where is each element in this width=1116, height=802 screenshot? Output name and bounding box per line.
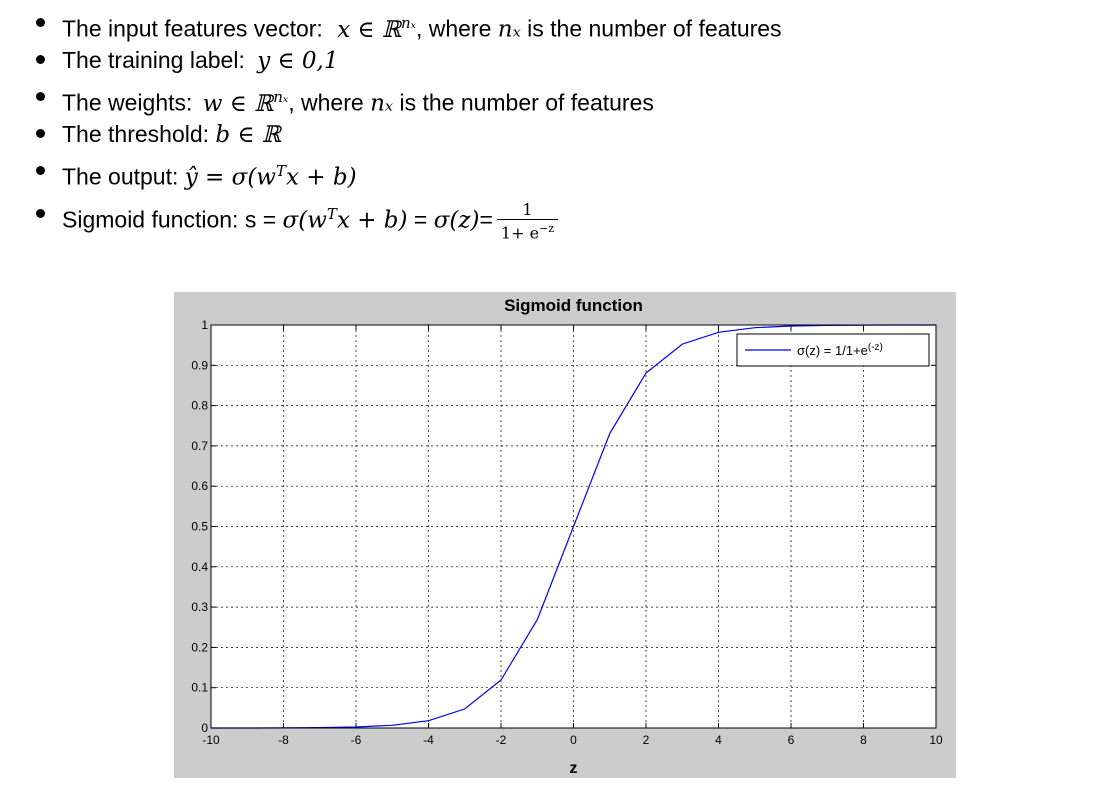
y-tick-label: 0.7 — [191, 439, 208, 453]
axes: -10 -8 -6 -4 -2 0 2 4 6 8 10 0 0.1 0.2 0.3 0.4 0.5 0.6 0.7… — [191, 318, 943, 747]
y-tick-label: 0.8 — [191, 399, 208, 413]
sigmoid-figure: -10 -8 -6 -4 -2 0 2 4 6 8 10 0 0.1 0.2 0.3 0.4 0.5 0.6 0.7… — [174, 292, 956, 778]
x-tick-label: 0 — [570, 733, 577, 747]
x-tick-label: -2 — [496, 733, 507, 747]
x-tick-label: -10 — [202, 733, 220, 747]
bullet-text: The weights: w ∈ ℝnₓ, where nₓ is the nu… — [62, 79, 654, 122]
series-line — [211, 324, 936, 729]
fraction-denominator: 1+ e−z — [497, 220, 558, 242]
series — [211, 324, 936, 729]
x-tick-label: -6 — [351, 733, 362, 747]
math-sup: nₓ — [400, 14, 416, 32]
bullet-rest: , where — [288, 89, 364, 116]
fraction: 1 1+ e−z — [496, 200, 559, 242]
bullet-dot — [36, 166, 45, 175]
bullet-label: The training label: — [62, 47, 245, 73]
y-tick-label: 0.6 — [191, 479, 208, 493]
math-expr-2: x + b) — [336, 207, 408, 234]
y-tick-label: 0 — [201, 721, 208, 735]
math-equals: = — [413, 206, 428, 233]
legend-entry-sup: (-z) — [868, 342, 883, 353]
legend-entry-label: σ(z) = 1/1+e — [797, 343, 868, 358]
y-tick-label: 0.9 — [191, 358, 208, 372]
denominator-sup: −z — [539, 221, 555, 235]
bullet-text: The input features vector: x ∈ ℝnₓ, wher… — [62, 5, 782, 48]
bullet-tail: is the number of features — [527, 15, 782, 42]
bullet-label: The input features vector: — [62, 15, 323, 42]
y-tick-label: 0.3 — [191, 600, 208, 614]
y-tick-label: 0.5 — [191, 520, 208, 534]
bullet-label: The weights: — [62, 89, 193, 116]
math-expr-3: σ(z) — [433, 207, 480, 234]
legend: σ(z) = 1/1+e(-z) — [736, 333, 930, 367]
bullet-dot — [36, 92, 45, 101]
x-tick-label: 8 — [860, 733, 867, 747]
x-tick-label: 10 — [929, 733, 943, 747]
bullet-text: Sigmoid function: s = σ(wTx + b) = σ(z)=… — [62, 196, 559, 242]
denominator-base: 1+ e — [500, 223, 540, 243]
bullet-rest: , where — [415, 15, 492, 42]
math-expr: x ∈ ℝ — [337, 16, 401, 43]
math-expr: y ∈ 0,1 — [257, 48, 339, 74]
y-tick-label: 1 — [201, 318, 208, 332]
bullet-text: The output: ŷ = σ(wTx + b) — [62, 153, 357, 196]
math-expr-2: x + b) — [286, 164, 357, 191]
math-sup: nₓ — [273, 88, 289, 106]
bullet-dot — [36, 209, 45, 218]
x-axis-label: z — [570, 760, 578, 777]
y-tick-label: 0.1 — [191, 681, 208, 695]
math-expr: w ∈ ℝ — [202, 90, 274, 117]
x-tick-label: 4 — [715, 733, 722, 747]
bullet-dot — [36, 18, 45, 27]
y-tick-label: 0.4 — [191, 560, 208, 574]
math-expr: b ∈ ℝ — [215, 122, 281, 148]
bullet-dot — [36, 55, 45, 64]
bullet-label: The output: — [62, 163, 179, 190]
bullet-text: The training label: y ∈ 0,1 — [62, 42, 338, 79]
chart-title: Sigmoid function — [504, 296, 643, 315]
math-expr: σ(w — [282, 207, 327, 234]
bullet-label: Sigmoid function: s = — [62, 206, 277, 233]
math-expr: ŷ = σ(w — [184, 164, 276, 191]
math-nx: nₓ — [497, 16, 521, 43]
bullet-tail: is the number of features — [399, 89, 654, 116]
math-nx: nₓ — [370, 90, 394, 117]
plot-frame — [210, 324, 937, 729]
legend-entry: σ(z) = 1/1+e(-z) — [797, 342, 883, 358]
x-tick-label: -8 — [278, 733, 289, 747]
x-tick-label: -4 — [423, 733, 434, 747]
bullet-text: The threshold: b ∈ ℝ — [62, 116, 281, 153]
math-equals-2: = — [479, 206, 493, 233]
sigmoid-chart: -10 -8 -6 -4 -2 0 2 4 6 8 10 0 0.1 0.2 0.3 0.4 0.5 0.6 0.7… — [174, 292, 956, 778]
y-tick-label: 0.2 — [191, 640, 208, 654]
grid — [211, 325, 936, 728]
x-tick-label: 6 — [788, 733, 795, 747]
x-tick-label: 2 — [643, 733, 650, 747]
math-sup: T — [326, 205, 337, 223]
bullet-dot — [36, 129, 45, 138]
math-sup: T — [276, 162, 287, 180]
fraction-numerator: 1 — [496, 200, 559, 220]
bullet-label: The threshold: — [62, 121, 210, 147]
